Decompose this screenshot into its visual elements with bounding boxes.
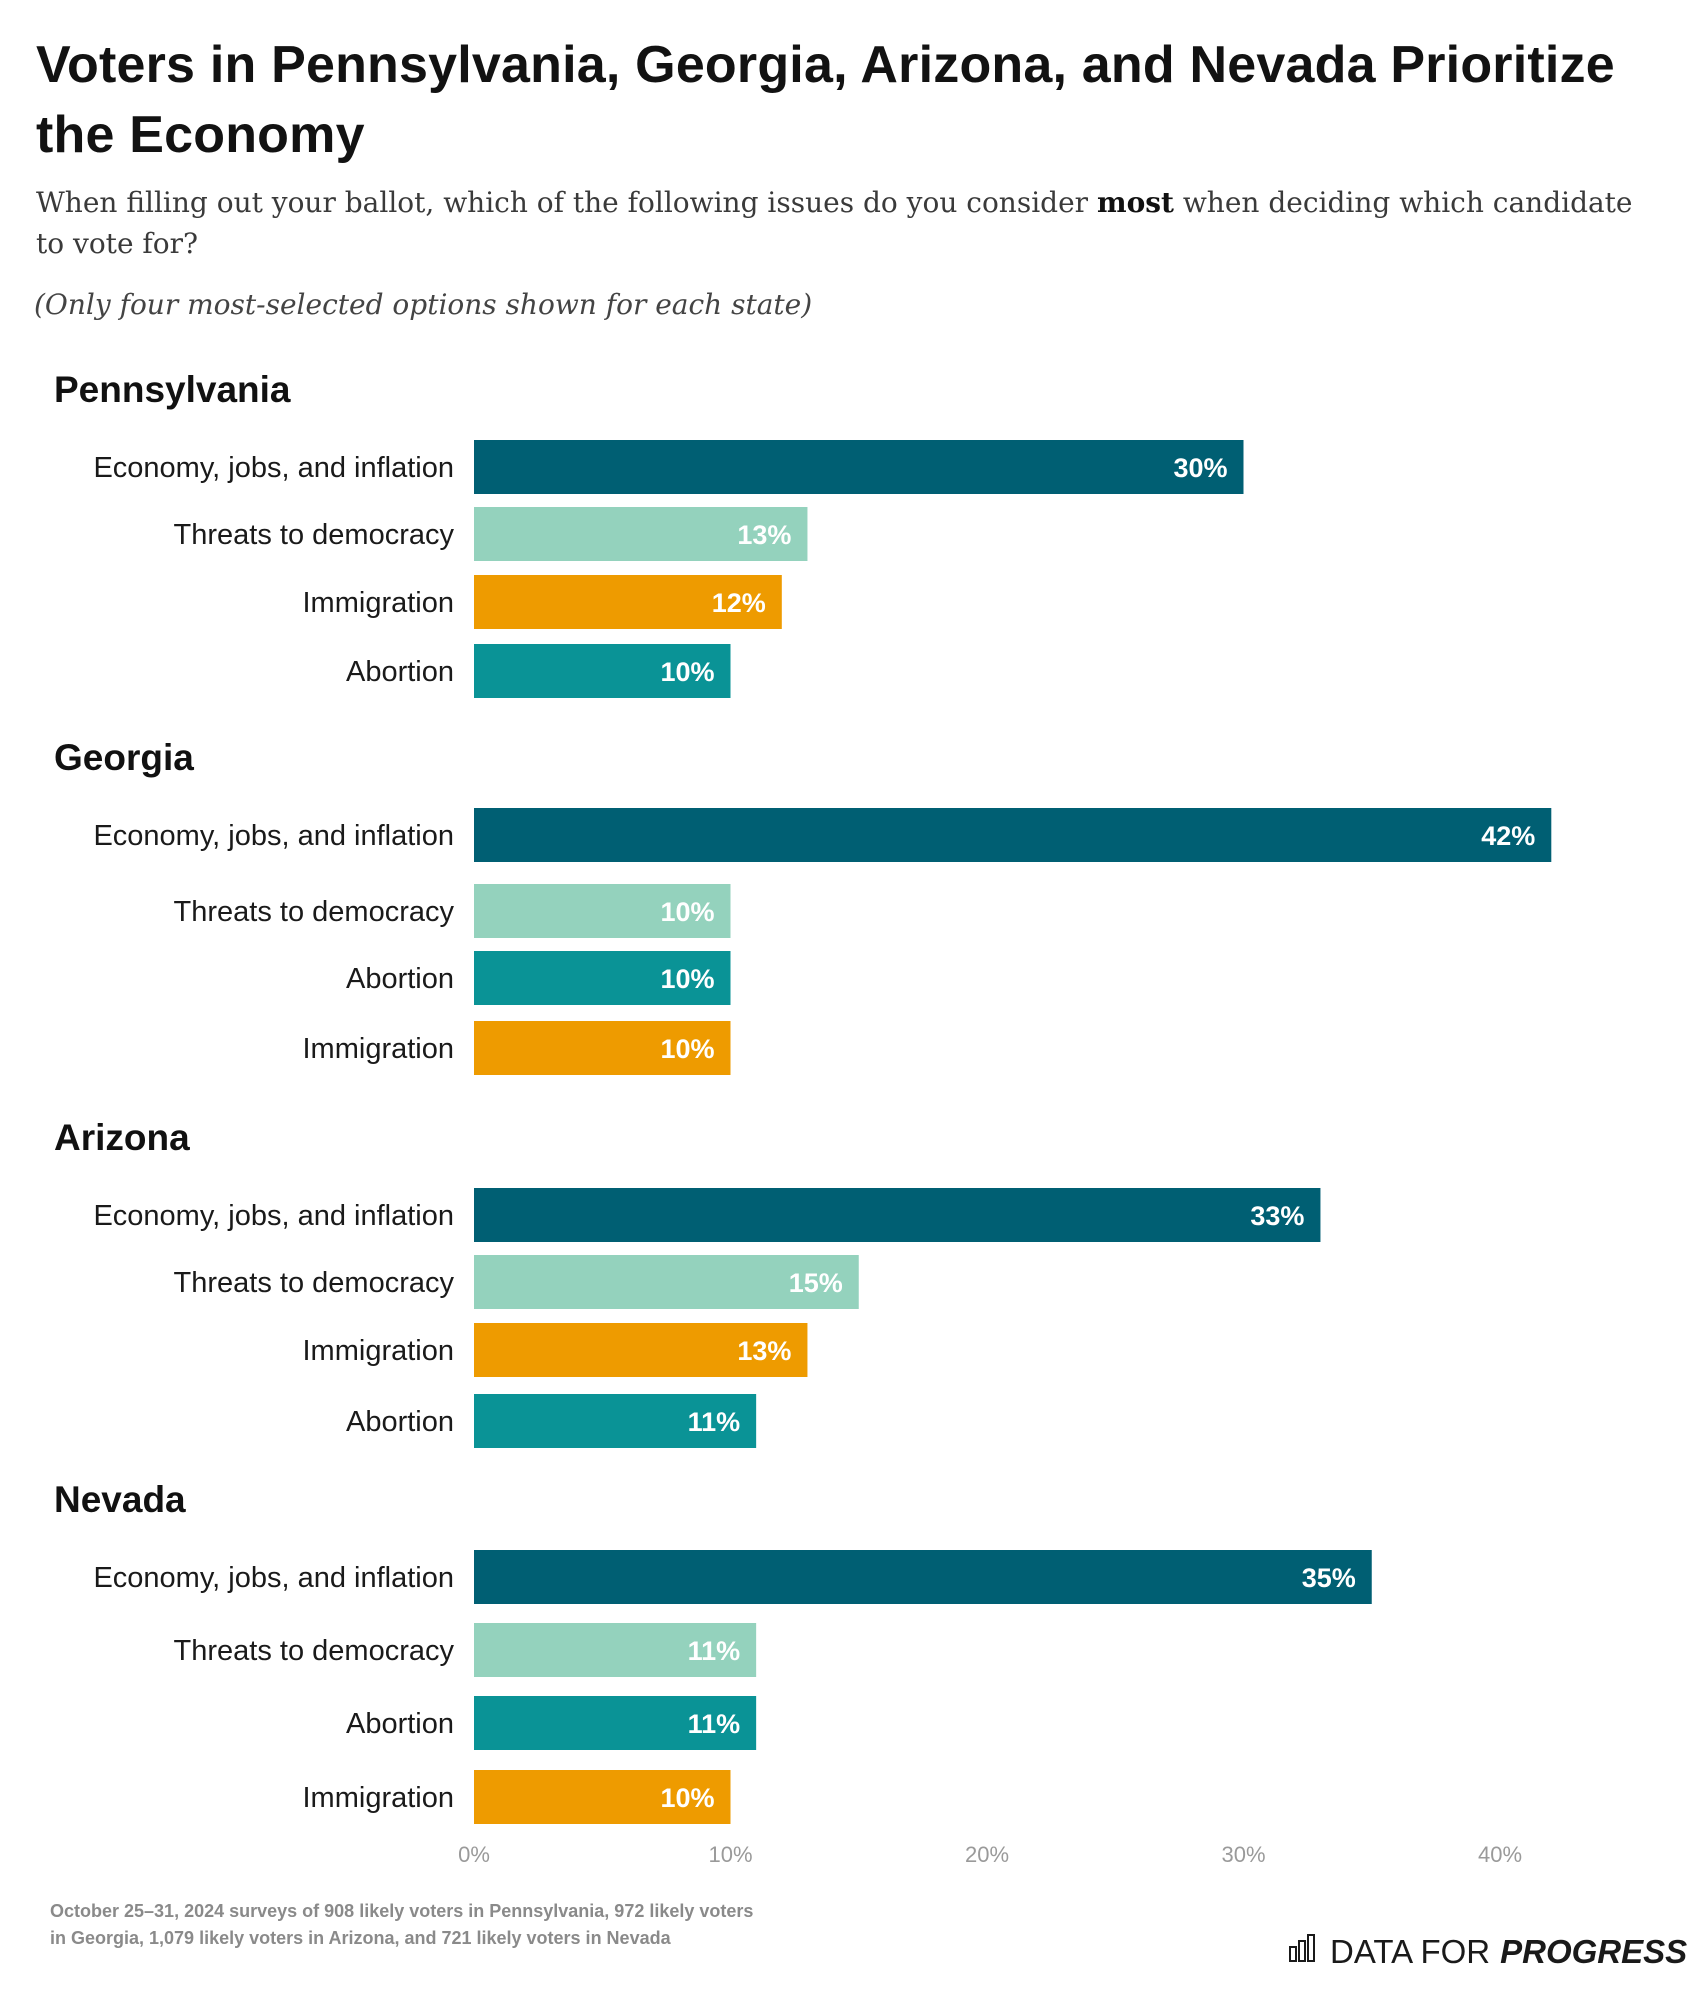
- bar-arizona-abortion: [474, 1394, 757, 1448]
- subtitle-text-before: When filling out your ballot, which of t…: [36, 186, 1097, 219]
- bar-pennsylvania-economy-jobs-and-inflation: [474, 440, 1244, 494]
- category-label: Economy, jobs, and inflation: [93, 1562, 454, 1594]
- bar-arizona-immigration: [474, 1323, 808, 1377]
- bar-georgia-threats-to-democracy: [474, 884, 731, 938]
- x-tick-label: 0%: [458, 1842, 490, 1867]
- x-tick-label: 20%: [965, 1842, 1009, 1867]
- category-label: Abortion: [346, 1406, 454, 1438]
- data-label: 10%: [660, 1034, 714, 1064]
- bar-georgia-economy-jobs-and-inflation: [474, 808, 1552, 862]
- data-label: 10%: [660, 657, 714, 687]
- x-tick-label: 10%: [708, 1842, 752, 1867]
- bar-georgia-immigration: [474, 1021, 731, 1075]
- bar-pennsylvania-abortion: [474, 644, 731, 698]
- data-label: 15%: [789, 1268, 843, 1298]
- data-label: 11%: [688, 1407, 741, 1437]
- data-label: 35%: [1302, 1563, 1356, 1593]
- bar-georgia-abortion: [474, 951, 731, 1005]
- category-label: Economy, jobs, and inflation: [93, 820, 454, 852]
- category-label: Threats to democracy: [174, 896, 455, 928]
- bar-arizona-economy-jobs-and-inflation: [474, 1188, 1321, 1242]
- bar-pennsylvania-immigration: [474, 575, 782, 629]
- category-label: Immigration: [303, 1782, 455, 1814]
- category-label: Abortion: [346, 1708, 454, 1740]
- data-label: 10%: [660, 964, 714, 994]
- bar-chart-icon: [1288, 1933, 1318, 1971]
- chart-note: (Only four most-selected options shown f…: [34, 288, 813, 321]
- bar-nevada-immigration: [474, 1770, 731, 1824]
- group-title-pennsylvania: Pennsylvania: [54, 369, 291, 410]
- bar-arizona-threats-to-democracy: [474, 1255, 859, 1309]
- category-label: Abortion: [346, 656, 454, 688]
- data-label: 30%: [1173, 453, 1227, 483]
- bar-pennsylvania-threats-to-democracy: [474, 507, 808, 561]
- data-label: 10%: [660, 1783, 714, 1813]
- category-label: Immigration: [303, 1335, 455, 1367]
- data-label: 33%: [1250, 1201, 1304, 1231]
- category-label: Abortion: [346, 963, 454, 995]
- data-label: 13%: [737, 520, 791, 550]
- category-label: Economy, jobs, and inflation: [93, 452, 454, 484]
- data-label: 12%: [712, 588, 766, 618]
- category-label: Economy, jobs, and inflation: [93, 1200, 454, 1232]
- category-label: Immigration: [303, 1033, 455, 1065]
- data-label: 42%: [1481, 821, 1535, 851]
- group-title-nevada: Nevada: [54, 1479, 186, 1520]
- brand-prefix: DATA FOR: [1330, 1933, 1491, 1970]
- brand-emphasis: PROGRESS: [1500, 1933, 1688, 1970]
- data-label: 11%: [688, 1709, 741, 1739]
- category-label: Immigration: [303, 587, 455, 619]
- data-label: 10%: [660, 897, 714, 927]
- bar-nevada-economy-jobs-and-inflation: [474, 1550, 1372, 1604]
- category-label: Threats to democracy: [174, 519, 455, 551]
- bar-nevada-threats-to-democracy: [474, 1623, 757, 1677]
- chart-subtitle: When filling out your ballot, which of t…: [36, 182, 1656, 264]
- bar-chart: Pennsylvania Economy, jobs, and inflation…: [54, 369, 1552, 1867]
- data-label: 13%: [737, 1336, 791, 1366]
- x-tick-label: 30%: [1221, 1842, 1265, 1867]
- bar-nevada-abortion: [474, 1696, 757, 1750]
- data-label: 11%: [688, 1636, 741, 1666]
- source-footnote: October 25–31, 2024 surveys of 908 likel…: [50, 1901, 754, 1948]
- category-label: Threats to democracy: [174, 1635, 455, 1667]
- x-tick-label: 40%: [1478, 1842, 1522, 1867]
- brand-logo: DATA FOR PROGRESS: [1288, 1932, 1687, 1972]
- chart-title: Voters in Pennsylvania, Georgia, Arizona…: [36, 36, 1615, 164]
- subtitle-text-after: when deciding which candidate to vote fo…: [36, 186, 1633, 260]
- group-title-arizona: Arizona: [54, 1117, 190, 1158]
- category-label: Threats to democracy: [174, 1267, 455, 1299]
- subtitle-emphasis: most: [1096, 186, 1174, 219]
- group-title-georgia: Georgia: [54, 737, 194, 778]
